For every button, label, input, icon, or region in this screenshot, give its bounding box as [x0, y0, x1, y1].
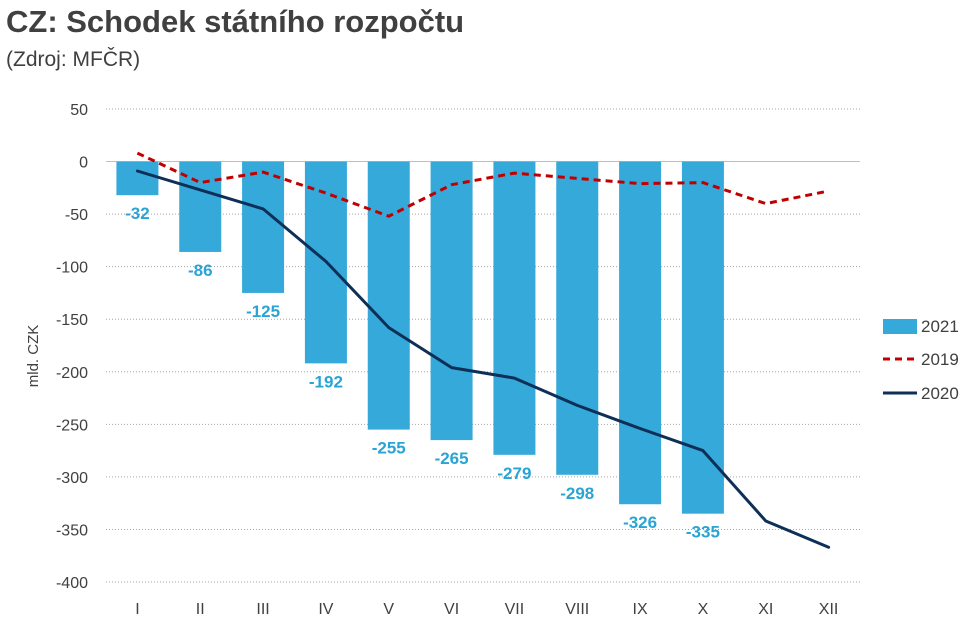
x-tick-label: IV: [318, 601, 333, 618]
data-label: -279: [497, 464, 531, 483]
bar: [556, 161, 599, 475]
y-tick-label: -200: [56, 365, 88, 382]
data-label: -32: [125, 204, 150, 223]
x-tick-label: VIII: [565, 601, 589, 618]
bars-2021: [116, 161, 724, 514]
x-tick-label: VII: [505, 601, 525, 618]
y-tick-label: -400: [56, 575, 88, 592]
bar: [116, 161, 159, 196]
bar: [493, 161, 536, 455]
y-tick-label: 0: [79, 155, 88, 172]
chart-subtitle: (Zdroj: MFČR): [6, 48, 141, 71]
y-axis-label: mld. CZK: [25, 325, 42, 388]
data-label: -255: [372, 439, 406, 458]
legend-label: 2020: [921, 384, 959, 403]
legend-label: 2019: [921, 350, 959, 369]
bar: [619, 161, 662, 505]
data-label: -298: [560, 484, 594, 503]
y-tick-label: -250: [56, 417, 88, 434]
lines: [135, 151, 831, 549]
y-tick-label: -300: [56, 470, 88, 487]
x-tick-label: III: [256, 601, 269, 618]
data-labels: -32 -86 -125 -192 -255 -265 -279 -298 -326 -335: [125, 204, 720, 541]
data-label: -326: [623, 513, 657, 532]
gridlines: [106, 108, 860, 583]
data-label: -335: [686, 523, 720, 542]
series-line-2019: [136, 151, 829, 218]
x-tick-label: XI: [758, 601, 773, 618]
x-tick-label: X: [698, 601, 709, 618]
y-tick-label: 50: [70, 102, 88, 119]
x-tick-label: XII: [819, 601, 839, 618]
data-label: -125: [246, 302, 280, 321]
chart-title: CZ: Schodek státního rozpočtu: [6, 4, 465, 39]
x-tick-label: IX: [633, 601, 648, 618]
legend-label: 2021: [921, 317, 959, 336]
y-tick-label: -100: [56, 260, 88, 277]
bar: [681, 161, 724, 514]
data-label: -265: [435, 449, 469, 468]
x-tick-label: V: [383, 601, 394, 618]
data-label: -192: [309, 372, 343, 391]
bar: [430, 161, 473, 441]
bar: [367, 161, 410, 430]
y-tick-label: -350: [56, 522, 88, 539]
bar: [242, 161, 285, 293]
x-tick-label: II: [196, 601, 205, 618]
data-label: -86: [188, 261, 213, 280]
y-tick-label: -50: [65, 207, 88, 224]
x-tick-label: I: [135, 601, 139, 618]
series-line-2020: [135, 169, 831, 549]
legend: 2021 2019 2020: [883, 317, 959, 403]
x-tick-label: VI: [444, 601, 459, 618]
y-tick-label: -150: [56, 312, 88, 329]
legend-swatch: [883, 319, 917, 334]
